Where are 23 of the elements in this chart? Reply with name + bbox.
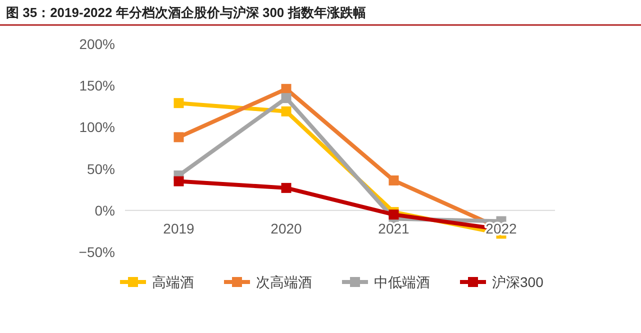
point (388, 210, 399, 220)
point (388, 175, 399, 186)
point (281, 182, 292, 193)
legend-label: 高端酒 (152, 274, 194, 290)
y-tick-label: 100% (79, 119, 115, 136)
x-tick-label: 2021 (378, 220, 410, 236)
x-tick-label: 2020 (270, 220, 302, 236)
chart-title: 图 35：2019-2022 年分档次酒企股价与沪深 300 指数年涨跌幅 (6, 5, 366, 20)
y-tick-label: 0% (94, 202, 115, 218)
point (281, 93, 292, 104)
x-tick-label: 2019 (163, 220, 195, 236)
point (174, 132, 184, 142)
y-tick-label: 50% (86, 160, 115, 177)
point (281, 106, 292, 116)
legend-label: 次高端酒 (256, 274, 312, 290)
point (174, 176, 184, 186)
legend-label: 沪深300 (492, 274, 544, 290)
legend-label: 中低端酒 (374, 274, 430, 290)
point (174, 98, 184, 108)
y-tick-label: 150% (79, 78, 115, 94)
y-tick-label: 200% (79, 36, 115, 52)
point (281, 84, 292, 94)
y-tick-label: −50% (78, 244, 115, 260)
